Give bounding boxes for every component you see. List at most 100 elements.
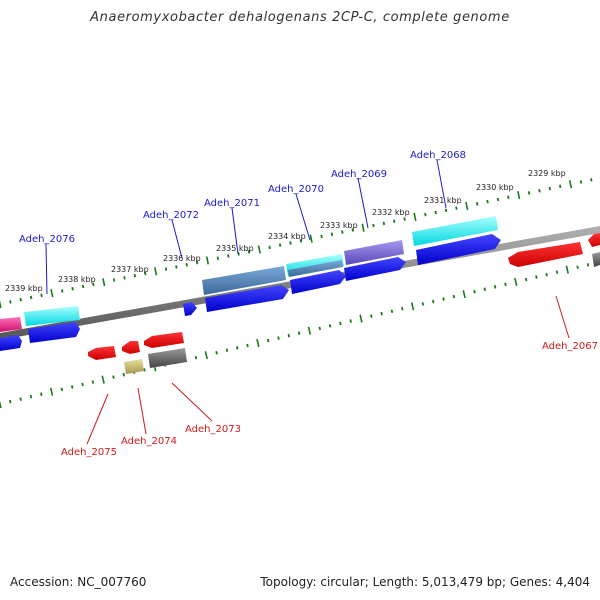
minor-tick (133, 273, 137, 278)
cds-reverse-arrow[interactable] (508, 242, 583, 267)
feature-steelblue[interactable] (202, 266, 286, 295)
cds-reverse-arrow[interactable] (144, 332, 184, 348)
minor-tick (403, 217, 406, 221)
minor-tick (70, 385, 74, 389)
minor-tick (483, 287, 487, 292)
feature-steelblue[interactable] (288, 260, 343, 277)
major-tick (102, 278, 106, 287)
minor-tick (555, 270, 559, 274)
minor-tick (527, 191, 531, 195)
minor-tick (92, 282, 95, 287)
major-tick (256, 338, 260, 348)
minor-tick (237, 252, 240, 256)
gene-label[interactable]: Adeh_2071 (204, 198, 260, 209)
major-tick (154, 267, 158, 276)
minor-tick (586, 263, 590, 267)
gene-label[interactable]: Adeh_2075 (61, 447, 117, 458)
minor-tick (289, 241, 292, 245)
gene-label[interactable]: Adeh_2070 (268, 184, 324, 195)
cds-forward-arrow[interactable] (205, 285, 289, 312)
minor-tick (507, 195, 510, 199)
minor-tick (432, 299, 435, 304)
major-tick (413, 212, 417, 221)
major-tick (49, 387, 54, 396)
cds-reverse-arrow[interactable] (88, 346, 116, 360)
feature-gray[interactable] (148, 348, 187, 368)
minor-tick (328, 324, 332, 328)
forward-ruler (0, 178, 593, 309)
feature-gray[interactable] (592, 252, 600, 267)
cds-forward-arrow[interactable] (416, 234, 501, 265)
gene-label[interactable]: Adeh_2073 (185, 424, 241, 435)
minor-tick (91, 380, 95, 384)
callout-line (171, 382, 213, 422)
cds-reverse-arrow[interactable] (122, 341, 140, 354)
minor-tick (330, 232, 334, 237)
cds-forward-arrow[interactable] (290, 270, 346, 294)
kbp-label: 2335 kbp (216, 244, 254, 253)
feature-khaki[interactable] (124, 359, 144, 374)
minor-tick (476, 202, 479, 206)
minor-tick (434, 210, 437, 215)
gene-label[interactable]: Adeh_2069 (331, 169, 387, 180)
cds-forward-arrow[interactable] (344, 257, 406, 281)
cds-forward-arrow[interactable] (0, 335, 22, 351)
minor-tick (576, 265, 579, 269)
feature-cyan[interactable] (24, 306, 80, 326)
gene-label[interactable]: Adeh_2068 (410, 150, 466, 161)
minor-tick (247, 250, 251, 254)
major-tick (410, 302, 415, 311)
minor-tick (545, 272, 548, 277)
callout-lines (45, 159, 570, 445)
minor-tick (112, 375, 115, 379)
minor-tick (9, 399, 12, 404)
kbp-label: 2336 kbp (163, 254, 201, 263)
major-tick (205, 256, 210, 265)
minor-tick (421, 302, 425, 306)
feature-cyan[interactable] (412, 216, 498, 246)
gene-label[interactable]: Adeh_2074 (121, 436, 177, 447)
major-tick (0, 400, 2, 409)
kbp-labels: 2339 kbp 2338 kbp 2337 kbp 2336 kbp 2335… (5, 169, 566, 293)
cds-forward-arrow[interactable] (183, 302, 197, 316)
gene-label[interactable]: Adeh_2076 (19, 234, 75, 245)
kbp-label: 2331 kbp (424, 196, 462, 205)
minor-tick (455, 206, 458, 210)
minor-tick (318, 326, 321, 331)
minor-tick (236, 346, 239, 350)
cds-reverse-arrow[interactable] (588, 233, 600, 247)
minor-tick (216, 256, 220, 260)
minor-tick (19, 397, 22, 401)
kbp-label: 2333 kbp (320, 221, 358, 230)
feature-magenta[interactable] (0, 317, 22, 332)
accession-text: Accession: NC_007760 (10, 575, 147, 589)
minor-tick (278, 243, 282, 247)
gene-label[interactable]: Adeh_2072 (143, 210, 199, 221)
minor-tick (268, 245, 271, 250)
minor-tick (538, 189, 541, 193)
major-tick (359, 314, 363, 323)
kbp-label: 2338 kbp (58, 275, 96, 284)
feature-slateblue[interactable] (344, 240, 404, 265)
minor-tick (320, 234, 323, 239)
minor-tick (493, 285, 497, 289)
minor-tick (9, 300, 12, 304)
minor-tick (393, 219, 396, 223)
forward-features (0, 216, 501, 351)
minor-tick (297, 331, 301, 335)
major-tick (257, 245, 261, 254)
minor-tick (71, 287, 74, 291)
minor-tick (144, 271, 147, 276)
minor-tick (382, 221, 386, 226)
minor-tick (195, 260, 199, 265)
cds-forward-arrow[interactable] (28, 322, 80, 343)
callout-line (86, 393, 109, 445)
major-tick (50, 289, 54, 298)
minor-tick (452, 294, 456, 299)
gene-label[interactable]: Adeh_2067 (542, 341, 598, 352)
minor-tick (299, 239, 303, 243)
minor-tick (442, 297, 445, 301)
major-tick (204, 351, 208, 360)
minor-tick (486, 199, 489, 204)
minor-tick (81, 284, 85, 289)
